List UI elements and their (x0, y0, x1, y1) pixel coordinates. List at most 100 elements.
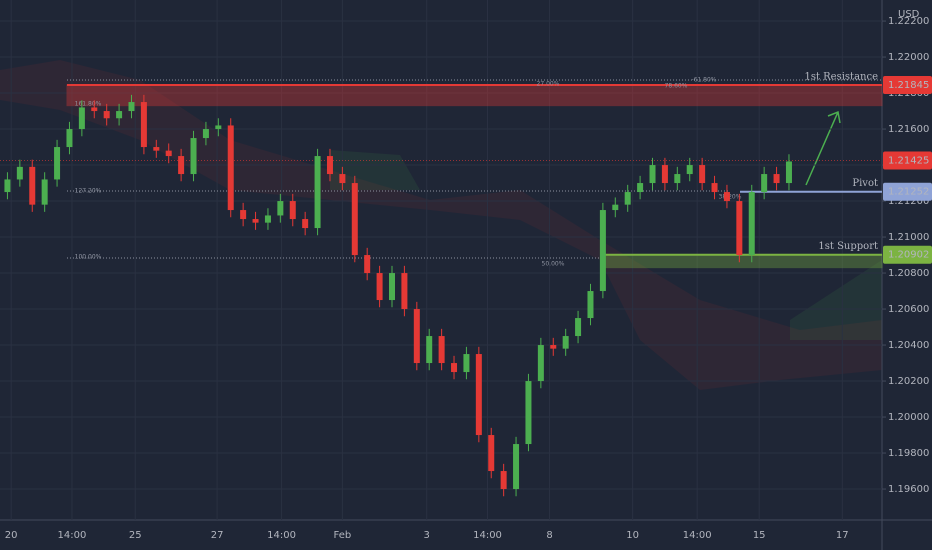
candle-body (649, 165, 656, 184)
candle-body (699, 165, 706, 184)
candle-body (761, 174, 768, 193)
x-tick-label: 20 (5, 530, 18, 541)
y-tick-label: 1.20400 (888, 340, 929, 351)
candle-body (451, 363, 458, 373)
candle-body (128, 102, 135, 112)
candle-body (78, 107, 85, 130)
x-tick-label: 14:00 (58, 530, 87, 541)
candle-body (227, 125, 234, 211)
price-badge-label: 1.21845 (888, 80, 929, 91)
price-badge-label: 1.20902 (888, 250, 929, 261)
fib-label: 27.00% (537, 81, 560, 88)
level-name: Pivot (852, 178, 878, 189)
candle-body (351, 183, 358, 256)
price-badge (883, 182, 932, 201)
candle-body (488, 435, 495, 472)
currency: USD (898, 9, 920, 20)
price-badge-label: 1.21425 (888, 156, 929, 167)
candle-body (537, 345, 544, 382)
level-zone (602, 254, 883, 269)
x-tick-label: 15 (753, 530, 766, 541)
candle-body (575, 318, 582, 337)
candle-body (550, 345, 557, 349)
fib-label: 38.20% (719, 194, 742, 201)
candle-body (215, 125, 222, 130)
candle-body (674, 174, 681, 184)
y-tick-label: 1.19600 (888, 484, 929, 495)
candle-body (624, 192, 631, 205)
y-tick-label: 1.20200 (888, 376, 929, 387)
candle-body (612, 204, 619, 211)
cloud (330, 150, 882, 340)
candle-body (599, 210, 606, 292)
candle-body (314, 156, 321, 229)
candle-body (736, 201, 743, 256)
candle-body (686, 165, 693, 175)
y-tick-label: 1.20000 (888, 412, 929, 423)
y-tick-label: 1.22000 (888, 52, 929, 63)
y-tick-label: 1.21200 (888, 196, 929, 207)
candle-body (264, 215, 271, 223)
candle-body (252, 219, 259, 223)
candle-body (277, 201, 284, 216)
candle-body (389, 273, 395, 301)
candle-body (4, 179, 11, 193)
fib-label: -61.80% (691, 77, 716, 84)
price-badge (883, 75, 932, 94)
candle-body (376, 273, 383, 301)
candle-body (413, 309, 420, 364)
fib-label: 50.00% (542, 261, 565, 268)
candle-body (240, 210, 247, 220)
candle-body (661, 165, 668, 184)
y-tick-label: 1.21000 (888, 232, 929, 243)
candle-body (587, 291, 594, 319)
x-tick-label: 3 (424, 530, 430, 541)
x-tick-label: 25 (129, 530, 142, 541)
x-tick-label: Feb (334, 530, 352, 541)
candle-body (326, 156, 333, 175)
arrow (805, 110, 841, 186)
candle-body (178, 156, 185, 175)
candle-body (339, 174, 346, 184)
fib-label: 100.00% (75, 254, 102, 261)
candle-body (140, 102, 147, 148)
candle-body (748, 192, 755, 256)
x-tick-label: 8 (546, 530, 552, 541)
y-tick-label: 1.22200 (888, 16, 929, 27)
x-tick-label: 17 (836, 530, 849, 541)
cloud (0, 60, 882, 390)
candle-body (785, 161, 792, 184)
candle-body (66, 129, 73, 148)
candle-body (116, 111, 123, 119)
candle-body (463, 354, 470, 373)
candle-body (41, 179, 48, 205)
fib-label: 161.80% (75, 101, 102, 108)
candle-body (773, 174, 780, 184)
candle-body (475, 354, 482, 436)
y-tick-label: 1.20800 (888, 268, 929, 279)
candle-body (637, 183, 644, 193)
candle-body (29, 166, 36, 205)
candle-body (562, 336, 569, 349)
candle-body (438, 336, 445, 364)
candle-body (289, 201, 296, 220)
price-badge (883, 245, 932, 264)
candle-body (103, 111, 110, 119)
candle-body (202, 129, 209, 139)
candle-body (723, 192, 730, 202)
x-tick-label: 10 (626, 530, 639, 541)
x-tick-label: 14:00 (473, 530, 502, 541)
candle-body (54, 147, 61, 180)
candle-body (165, 150, 172, 157)
candle-body (16, 166, 23, 180)
x-tick-label: 27 (211, 530, 224, 541)
x-tick-label: 14:00 (683, 530, 712, 541)
level-name: 1st Support (818, 241, 878, 252)
candle-body (91, 107, 98, 112)
candle-body (711, 183, 718, 193)
y-tick-label: 1.19800 (888, 448, 929, 459)
candle-body (302, 219, 309, 229)
